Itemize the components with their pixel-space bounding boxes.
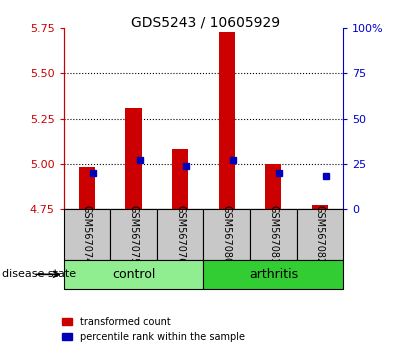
Bar: [203, 209, 250, 260]
Text: GSM567076: GSM567076: [175, 205, 185, 264]
Bar: [110, 209, 157, 260]
Bar: [265, 164, 282, 209]
Text: GSM567080: GSM567080: [222, 205, 232, 264]
Bar: [64, 260, 203, 289]
Bar: [219, 32, 235, 209]
Text: GSM567081: GSM567081: [268, 205, 278, 264]
Bar: [203, 260, 343, 289]
Text: control: control: [112, 268, 155, 281]
Bar: [297, 209, 343, 260]
Bar: [312, 205, 328, 209]
Legend: transformed count, percentile rank within the sample: transformed count, percentile rank withi…: [58, 313, 249, 346]
Text: GDS5243 / 10605929: GDS5243 / 10605929: [131, 16, 280, 30]
Text: GSM567082: GSM567082: [315, 205, 325, 264]
Text: GSM567075: GSM567075: [129, 205, 139, 264]
Bar: [172, 149, 188, 209]
Bar: [64, 209, 110, 260]
Bar: [125, 108, 142, 209]
Bar: [250, 209, 297, 260]
Text: arthritis: arthritis: [249, 268, 298, 281]
Bar: [157, 209, 203, 260]
Text: disease state: disease state: [2, 269, 76, 279]
Text: GSM567074: GSM567074: [82, 205, 92, 264]
Bar: [79, 167, 95, 209]
